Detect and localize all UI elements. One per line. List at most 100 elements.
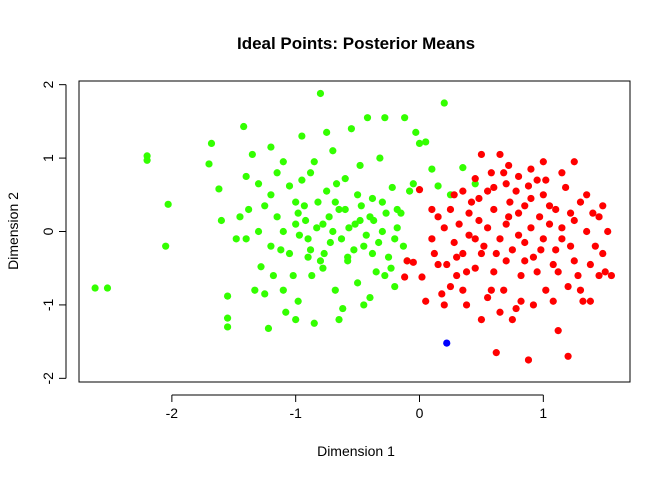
data-point	[289, 271, 297, 280]
data-point	[292, 220, 300, 228]
data-point	[329, 147, 337, 155]
data-point	[443, 260, 451, 269]
data-point	[558, 224, 566, 232]
data-point	[583, 227, 591, 236]
data-point	[261, 202, 269, 210]
data-point	[508, 246, 516, 254]
data-point	[517, 271, 525, 280]
y-axis-label: Dimension 2	[5, 192, 21, 270]
x-tick-label: -2	[166, 405, 179, 421]
data-point	[331, 286, 339, 294]
data-point	[207, 139, 216, 148]
data-point	[453, 271, 461, 280]
data-point	[521, 202, 529, 210]
data-point	[440, 224, 448, 232]
data-point	[298, 176, 306, 184]
y-axis: -2 -1 0 1 2	[40, 81, 67, 385]
data-point	[306, 169, 315, 177]
data-point	[521, 238, 529, 247]
data-point	[306, 246, 315, 254]
data-point	[375, 238, 383, 247]
data-point	[496, 235, 504, 243]
data-point	[406, 187, 414, 195]
data-point	[329, 227, 337, 236]
data-point	[269, 271, 277, 280]
data-point	[462, 301, 471, 309]
data-point	[381, 271, 389, 280]
data-point	[554, 327, 562, 335]
data-point	[533, 176, 541, 184]
data-point	[325, 213, 333, 221]
y-tick-label: 0	[40, 227, 56, 235]
data-point	[366, 293, 374, 302]
data-point	[527, 194, 535, 203]
data-point	[599, 202, 607, 210]
x-tick-label: -1	[289, 405, 302, 421]
data-point	[415, 139, 424, 148]
data-point	[251, 286, 259, 294]
data-point	[564, 352, 572, 360]
data-point	[521, 257, 529, 265]
data-point	[574, 271, 582, 280]
data-point	[319, 220, 327, 228]
data-point	[589, 209, 597, 217]
data-point	[372, 268, 380, 276]
data-point	[500, 286, 508, 294]
data-point	[381, 114, 389, 122]
data-point	[554, 268, 562, 276]
data-point	[459, 286, 467, 294]
data-point	[300, 202, 308, 210]
data-point	[450, 238, 458, 247]
data-point	[539, 235, 547, 243]
data-point	[446, 282, 455, 291]
data-point	[471, 175, 479, 183]
data-point	[277, 246, 285, 254]
data-point	[505, 161, 513, 170]
data-point	[323, 128, 331, 136]
data-point	[240, 122, 248, 131]
data-point	[341, 205, 349, 214]
data-point	[242, 172, 250, 181]
data-point	[477, 249, 486, 258]
data-point	[514, 172, 523, 181]
data-point	[545, 202, 554, 210]
y-tick-label: -1	[40, 298, 56, 311]
data-point	[422, 297, 430, 305]
data-point	[341, 175, 349, 183]
data-point	[248, 150, 256, 159]
data-point	[401, 114, 409, 122]
data-point	[502, 257, 510, 265]
data-point	[508, 315, 516, 324]
data-point	[279, 158, 287, 166]
data-point	[576, 286, 585, 294]
data-point	[273, 213, 281, 221]
data-point	[471, 264, 479, 272]
data-point	[430, 249, 438, 258]
data-point	[566, 242, 575, 250]
data-point	[294, 297, 302, 305]
data-point	[440, 301, 448, 309]
data-points	[91, 89, 616, 364]
data-point	[446, 205, 455, 214]
data-point	[428, 235, 436, 243]
data-point	[465, 209, 473, 217]
data-point	[552, 205, 560, 214]
data-point	[261, 290, 269, 298]
data-point	[562, 183, 570, 192]
data-point	[455, 220, 463, 228]
data-point	[484, 224, 492, 232]
data-point	[393, 224, 401, 232]
data-point	[313, 224, 321, 232]
data-point	[335, 205, 343, 214]
data-point	[496, 308, 504, 316]
data-point	[356, 161, 364, 170]
data-point	[223, 314, 232, 322]
data-point	[434, 260, 442, 269]
data-point	[388, 183, 396, 192]
data-point	[360, 301, 368, 309]
data-point	[428, 205, 436, 214]
data-point	[357, 202, 365, 210]
data-point	[487, 286, 495, 294]
data-point	[164, 200, 172, 208]
